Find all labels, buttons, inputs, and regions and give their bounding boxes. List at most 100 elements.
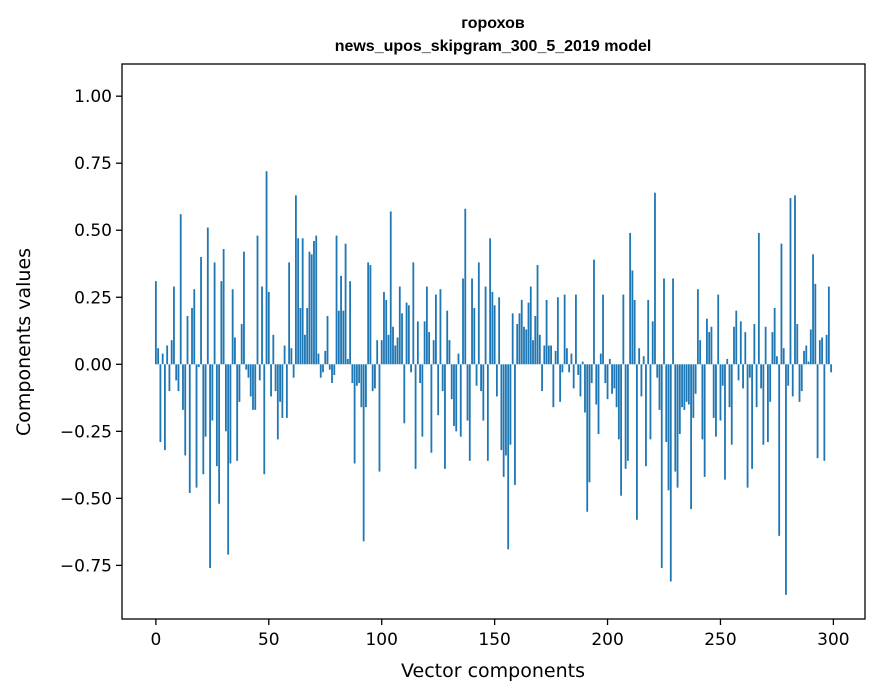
bar-component-246 [710,326,713,365]
bar-component-29 [220,281,223,365]
bar-component-151 [495,364,498,397]
bar-component-13 [184,364,187,456]
bar-component-256 [733,326,735,365]
bar-component-215 [640,364,643,397]
bar-component-58 [285,364,288,418]
bar-component-298 [827,286,830,365]
bar-component-204 [615,364,618,408]
bar-component-269 [762,364,765,445]
bar-component-52 [272,334,275,365]
bar-component-68 [308,251,311,365]
x-axis-label: Vector components [401,660,585,682]
bar-component-159 [514,364,516,485]
bar-component-257 [735,310,738,365]
bar-component-158 [511,313,514,365]
bar-component-212 [633,299,636,365]
bar-component-294 [818,340,821,365]
bar-component-166 [529,286,532,365]
chart-subtitle: news_upos_skipgram_300_5_2019 model [335,38,652,55]
bar-component-206 [620,364,622,496]
bar-component-128 [444,364,446,469]
bar-component-53 [274,364,277,392]
x-tick-label: 300 [817,630,849,650]
bar-component-95 [369,265,372,365]
bar-component-22 [204,364,207,437]
plot-frame [121,63,866,620]
bar-component-86 [349,281,351,365]
y-tick-label: −0.50 [60,489,112,509]
bar-component-194 [593,259,595,365]
bar-component-265 [753,324,756,365]
bar-component-135 [459,364,462,437]
bar-component-262 [746,364,749,488]
bar-component-27 [215,364,218,467]
bar-component-137 [464,208,467,365]
bar-component-70 [313,240,315,365]
bar-component-136 [462,278,464,365]
bar-component-127 [441,364,444,392]
bar-component-147 [486,364,489,461]
bar-component-217 [645,364,647,467]
x-tick-label: 150 [478,630,510,650]
bar-component-228 [669,364,672,582]
bars-group [154,171,833,595]
bar-component-249 [717,294,720,365]
x-tick-label: 250 [704,630,736,650]
bar-component-160 [516,324,519,365]
bar-component-291 [812,254,814,365]
bar-component-140 [471,278,473,365]
bar-component-278 [782,348,785,365]
bar-component-38 [240,324,243,365]
bar-component-219 [649,364,652,440]
bar-component-104 [389,211,392,365]
bar-component-264 [751,364,753,469]
bar-component-179 [559,364,562,402]
bar-component-261 [744,332,747,365]
x-tick-label: 0 [150,630,161,650]
bar-component-280 [787,364,790,386]
bar-component-60 [290,348,293,365]
bar-component-17 [193,289,196,365]
y-axis-ticks: −0.75 −0.50 −0.25 0.00 0.25 0.50 0.75 1.00 [60,87,122,576]
bar-component-106 [394,345,397,365]
bar-component-273 [771,332,774,365]
bar-component-175 [550,345,552,365]
bar-component-155 [505,364,507,456]
bar-component-241 [699,340,702,365]
bar-component-77 [328,364,331,370]
bar-component-235 [685,364,688,402]
bar-component-293 [816,364,819,459]
bar-component-41 [247,364,250,378]
bar-component-14 [186,316,189,365]
bar-component-260 [742,364,744,389]
bar-component-15 [188,364,191,493]
bar-component-156 [507,364,510,550]
bar-component-131 [450,364,453,400]
bar-component-39 [243,251,245,365]
bar-component-173 [545,299,548,365]
bar-component-169 [536,265,539,365]
bar-component-44 [254,364,257,410]
bar-component-80 [335,235,338,365]
bar-component-162 [520,299,523,365]
bar-component-195 [595,364,598,405]
bar-component-89 [355,364,358,386]
bar-component-130 [448,340,451,365]
bar-component-276 [778,364,781,536]
bar-component-61 [292,364,295,378]
bar-component-16 [191,307,193,365]
bar-component-85 [346,358,349,365]
bar-component-297 [825,334,828,365]
bar-component-43 [252,364,254,410]
bar-component-207 [622,294,625,365]
bar-component-154 [502,364,505,477]
bar-component-239 [694,364,697,394]
y-tick-label: 0.00 [74,355,112,375]
bar-component-285 [798,364,801,402]
bar-component-183 [568,364,571,373]
bar-component-119 [423,321,426,365]
bar-component-101 [383,291,385,365]
bar-component-35 [234,337,236,365]
bar-component-281 [789,198,792,365]
bar-component-242 [701,364,704,440]
